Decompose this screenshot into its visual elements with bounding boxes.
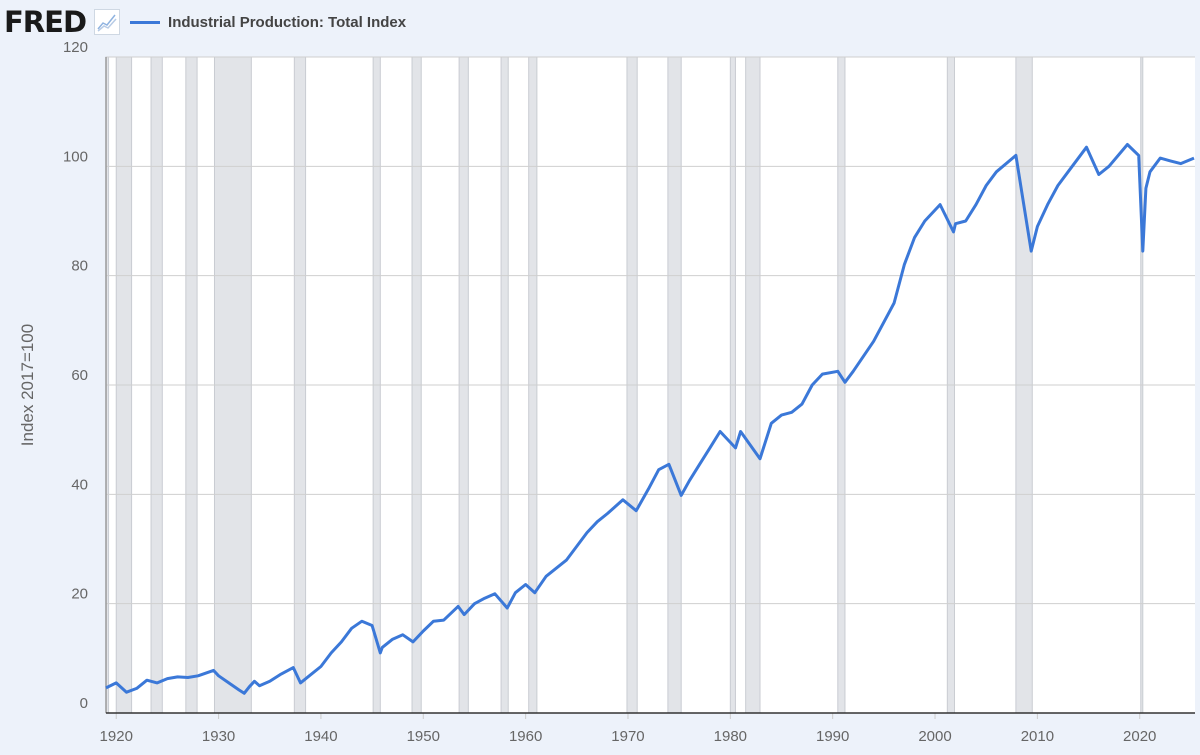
x-tick-label: 1970 bbox=[611, 728, 644, 745]
y-tick-label: 100 bbox=[63, 148, 88, 165]
x-tick-label: 1960 bbox=[509, 728, 542, 745]
fred-logo: FRED bbox=[4, 5, 87, 39]
series-line bbox=[105, 143, 1195, 695]
x-tick-label: 2000 bbox=[918, 728, 951, 745]
x-tick-label: 1930 bbox=[202, 728, 235, 745]
chart-header: FRED Industrial Production: Total Index bbox=[4, 4, 406, 40]
x-tick-label: 1950 bbox=[407, 728, 440, 745]
x-tick-label: 2020 bbox=[1123, 728, 1156, 745]
y-tick-label: 0 bbox=[80, 695, 88, 712]
x-tick-label: 1920 bbox=[100, 728, 133, 745]
x-tick-label: 1940 bbox=[304, 728, 337, 745]
y-tick-label: 120 bbox=[63, 39, 88, 56]
x-tick-label: 1990 bbox=[816, 728, 849, 745]
x-tick-label: 2010 bbox=[1021, 728, 1054, 745]
y-tick-label: 20 bbox=[71, 586, 88, 603]
x-tick-label: 1980 bbox=[714, 728, 747, 745]
y-axis-label: Index 2017=100 bbox=[18, 324, 37, 446]
legend-swatch bbox=[130, 20, 161, 24]
line-chart-icon bbox=[94, 9, 121, 35]
y-tick-label: 40 bbox=[71, 476, 88, 493]
y-tick-label: 80 bbox=[71, 258, 88, 275]
y-tick-label: 60 bbox=[71, 367, 88, 384]
legend-label: Industrial Production: Total Index bbox=[168, 13, 407, 31]
